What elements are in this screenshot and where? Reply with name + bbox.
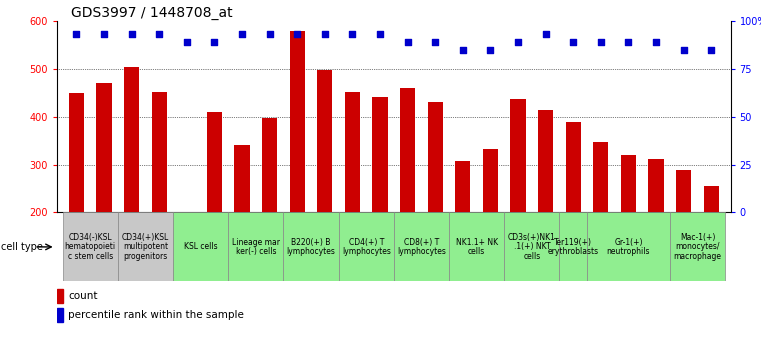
- Point: [622, 39, 635, 45]
- Bar: [538, 110, 553, 212]
- FancyBboxPatch shape: [559, 212, 587, 281]
- Bar: [648, 159, 664, 212]
- Point: [429, 39, 441, 45]
- FancyBboxPatch shape: [505, 212, 559, 281]
- Text: Gr-1(+)
neutrophils: Gr-1(+) neutrophils: [607, 238, 650, 256]
- Text: Ter119(+)
erythroblasts: Ter119(+) erythroblasts: [548, 238, 599, 256]
- Bar: [124, 67, 139, 212]
- Point: [595, 39, 607, 45]
- Text: cell type: cell type: [1, 242, 43, 252]
- FancyBboxPatch shape: [587, 212, 670, 281]
- Point: [346, 31, 358, 37]
- Text: KSL cells: KSL cells: [184, 242, 218, 251]
- Text: Lineage mar
ker(-) cells: Lineage mar ker(-) cells: [232, 238, 280, 256]
- Bar: [151, 92, 167, 212]
- Bar: [428, 102, 443, 212]
- Point: [705, 47, 718, 53]
- Point: [126, 31, 138, 37]
- Text: CD8(+) T
lymphocytes: CD8(+) T lymphocytes: [397, 238, 446, 256]
- Bar: [565, 122, 581, 212]
- FancyBboxPatch shape: [449, 212, 505, 281]
- Point: [209, 39, 221, 45]
- FancyBboxPatch shape: [228, 212, 283, 281]
- Point: [457, 47, 469, 53]
- Bar: [262, 118, 277, 212]
- Bar: [345, 92, 360, 212]
- Point: [512, 39, 524, 45]
- Text: count: count: [68, 291, 98, 301]
- Bar: [57, 289, 62, 303]
- FancyBboxPatch shape: [173, 212, 228, 281]
- Bar: [372, 97, 387, 212]
- Bar: [317, 70, 333, 212]
- Bar: [290, 31, 305, 212]
- Text: CD3s(+)NK1
.1(+) NKT
cells: CD3s(+)NK1 .1(+) NKT cells: [508, 233, 556, 261]
- Bar: [594, 142, 609, 212]
- Point: [98, 31, 110, 37]
- Point: [484, 47, 496, 53]
- Point: [70, 31, 82, 37]
- Text: NK1.1+ NK
cells: NK1.1+ NK cells: [456, 238, 498, 256]
- Point: [236, 31, 248, 37]
- Point: [677, 47, 689, 53]
- Point: [180, 39, 193, 45]
- Bar: [57, 308, 62, 322]
- Text: B220(+) B
lymphocytes: B220(+) B lymphocytes: [287, 238, 336, 256]
- FancyBboxPatch shape: [283, 212, 339, 281]
- FancyBboxPatch shape: [394, 212, 449, 281]
- Point: [263, 31, 275, 37]
- Point: [153, 31, 165, 37]
- Text: CD4(+) T
lymphocytes: CD4(+) T lymphocytes: [342, 238, 390, 256]
- Point: [319, 31, 331, 37]
- Bar: [621, 155, 636, 212]
- Text: GDS3997 / 1448708_at: GDS3997 / 1448708_at: [71, 6, 232, 20]
- Text: Mac-1(+)
monocytes/
macrophage: Mac-1(+) monocytes/ macrophage: [673, 233, 721, 261]
- Point: [540, 31, 552, 37]
- Bar: [234, 145, 250, 212]
- Bar: [511, 99, 526, 212]
- Text: percentile rank within the sample: percentile rank within the sample: [68, 310, 244, 320]
- Bar: [207, 112, 222, 212]
- Point: [650, 39, 662, 45]
- Bar: [482, 149, 498, 212]
- Bar: [400, 88, 416, 212]
- Bar: [704, 186, 719, 212]
- Point: [402, 39, 414, 45]
- FancyBboxPatch shape: [62, 212, 118, 281]
- Point: [291, 31, 304, 37]
- Bar: [68, 93, 84, 212]
- Text: CD34(+)KSL
multipotent
progenitors: CD34(+)KSL multipotent progenitors: [122, 233, 169, 261]
- Bar: [676, 170, 691, 212]
- Text: CD34(-)KSL
hematopoieti
c stem cells: CD34(-)KSL hematopoieti c stem cells: [65, 233, 116, 261]
- Point: [374, 31, 386, 37]
- FancyBboxPatch shape: [339, 212, 394, 281]
- Bar: [97, 83, 112, 212]
- FancyBboxPatch shape: [118, 212, 173, 281]
- Point: [567, 39, 579, 45]
- FancyBboxPatch shape: [670, 212, 725, 281]
- Bar: [455, 161, 470, 212]
